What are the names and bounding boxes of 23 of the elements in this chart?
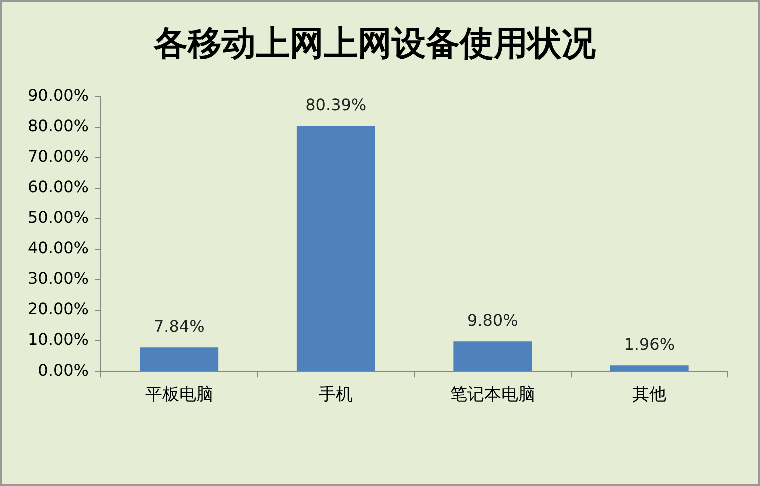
y-tick-label: 10.00% bbox=[28, 330, 90, 350]
y-tick-label: 50.00% bbox=[28, 208, 90, 228]
y-tick-label: 80.00% bbox=[28, 116, 90, 136]
y-tick-label: 60.00% bbox=[28, 178, 90, 197]
bar bbox=[296, 126, 376, 372]
bar bbox=[610, 366, 689, 372]
y-tick-label: 70.00% bbox=[28, 147, 90, 166]
data-label: 9.80% bbox=[467, 310, 518, 330]
y-tick-label: 40.00% bbox=[28, 238, 90, 258]
y-tick-label: 90.00% bbox=[28, 86, 90, 105]
bar bbox=[140, 348, 219, 372]
data-label: 80.39% bbox=[306, 95, 367, 114]
data-label: 7.84% bbox=[154, 316, 205, 336]
y-tick-label: 20.00% bbox=[28, 300, 90, 319]
x-tick-label: 其他 bbox=[632, 385, 667, 406]
y-tick-label: 0.00% bbox=[38, 360, 90, 380]
data-label: 1.96% bbox=[624, 334, 676, 354]
x-tick-label: 笔记本电脑 bbox=[450, 385, 536, 406]
bar bbox=[454, 342, 532, 372]
y-tick-label: 30.00% bbox=[28, 269, 90, 288]
x-tick-label: 平板电脑 bbox=[145, 385, 214, 406]
x-tick-label: 手机 bbox=[319, 385, 354, 406]
chart-title: 各移动上网上网设备使用状况 bbox=[153, 24, 597, 64]
